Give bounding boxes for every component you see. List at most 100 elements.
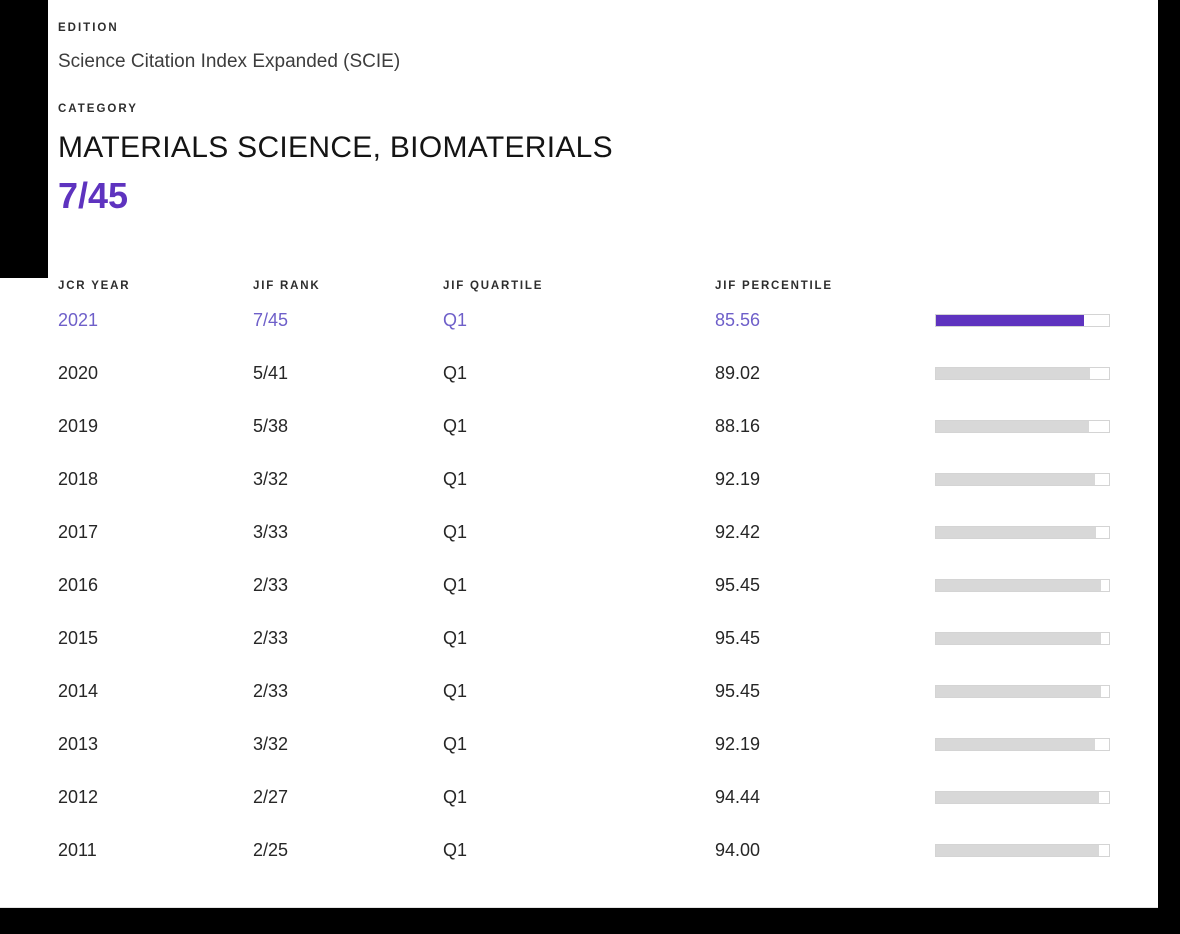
jcr-year-cell: 2013 [58,734,99,754]
letterbox-bottom [0,908,1180,934]
jif-quartile-cell: Q1 [443,522,468,542]
table-row: 2017 3/33 Q1 92.42 [58,506,1158,559]
column-header-jif-quartile: JIF QUARTILE [443,280,544,292]
percentile-bar-fill [936,739,1096,750]
column-header-jcr-year: JCR YEAR [58,280,131,292]
jif-rank-cell: 3/32 [253,469,289,489]
percentile-bar-track [935,367,1110,380]
percentile-bar-fill [936,315,1085,326]
jif-rank-cell: 5/41 [253,363,289,383]
jif-percentile-cell: 95.45 [715,575,761,595]
percentile-bar-track [935,844,1110,857]
percentile-bar-track [935,685,1110,698]
jif-rank-cell: 3/32 [253,734,289,754]
jif-rank-cell: 2/25 [253,840,289,860]
percentile-bar-track [935,526,1110,539]
percentile-bar-cell [935,579,1110,592]
percentile-bar-fill [936,474,1096,485]
table-row: 2016 2/33 Q1 95.45 [58,559,1158,612]
percentile-bar-cell [935,685,1110,698]
jcr-year-cell: 2018 [58,469,99,489]
jcr-year-cell: 2011 [58,840,97,860]
jif-quartile-cell: Q1 [443,363,468,383]
percentile-bar-fill [936,792,1100,803]
jif-quartile-cell: Q1 [443,840,468,860]
table-header: JCR YEAR JIF RANK JIF QUARTILE JIF PERCE… [58,280,1158,292]
jif-rank-cell: 2/33 [253,575,289,595]
jif-percentile-cell: 94.44 [715,787,761,807]
category-rank: 7/45 [58,175,129,216]
jif-quartile-cell: Q1 [443,575,468,595]
jif-quartile-cell: Q1 [443,681,468,701]
jif-rank-cell: 3/33 [253,522,289,542]
percentile-bar-cell [935,791,1110,804]
table-row: 2018 3/32 Q1 92.19 [58,453,1158,506]
percentile-bar-cell [935,526,1110,539]
table-row: 2015 2/33 Q1 95.45 [58,612,1158,665]
percentile-bar-track [935,473,1110,486]
jcr-year-cell: 2020 [58,363,99,383]
jif-rank-cell: 5/38 [253,416,289,436]
percentile-bar-track [935,791,1110,804]
jif-quartile-cell: Q1 [443,469,468,489]
category-title: MATERIALS SCIENCE, BIOMATERIALS [58,131,613,164]
jif-rank-cell: 2/27 [253,787,289,807]
percentile-bar-cell [935,738,1110,751]
percentile-bar-fill [936,527,1096,538]
table-row: 2014 2/33 Q1 95.45 [58,665,1158,718]
jif-quartile-cell: Q1 [443,628,468,648]
jif-percentile-cell: 94.00 [715,840,761,860]
jcr-year-cell: 2017 [58,522,99,542]
percentile-bar-cell [935,844,1110,857]
percentile-bar-cell [935,473,1110,486]
jcr-category-rank-panel: EDITION Science Citation Index Expanded … [58,22,1158,877]
jif-percentile-cell: 95.45 [715,681,761,701]
jcr-year-cell: 2019 [58,416,99,436]
letterbox-left [0,0,48,278]
jif-quartile-cell: Q1 [443,787,468,807]
percentile-bar-track [935,632,1110,645]
percentile-bar-cell [935,314,1110,327]
jcr-year-cell: 2021 [58,310,99,330]
table-row: 2013 3/32 Q1 92.19 [58,718,1158,771]
jif-rank-cell: 2/33 [253,681,289,701]
table-body: 2021 7/45 Q1 85.56 2020 5/41 Q1 89.02 20… [58,294,1158,877]
jcr-year-cell: 2015 [58,628,99,648]
jcr-year-cell: 2016 [58,575,99,595]
jif-percentile-cell: 89.02 [715,363,761,383]
edition-label: EDITION [58,22,119,34]
jif-percentile-cell: 92.42 [715,522,761,542]
percentile-bar-track [935,738,1110,751]
table-row: 2012 2/27 Q1 94.44 [58,771,1158,824]
jif-rank-cell: 2/33 [253,628,289,648]
jif-rank-table: JCR YEAR JIF RANK JIF QUARTILE JIF PERCE… [58,280,1158,877]
percentile-bar-fill [936,421,1089,432]
jcr-year-cell: 2012 [58,787,99,807]
column-header-jif-percentile: JIF PERCENTILE [715,280,833,292]
jif-percentile-cell: 85.56 [715,310,761,330]
percentile-bar-cell [935,367,1110,380]
percentile-bar-track [935,420,1110,433]
percentile-bar-fill [936,845,1099,856]
table-row: 2011 2/25 Q1 94.00 [58,824,1158,877]
table-row: 2021 7/45 Q1 85.56 [58,294,1158,347]
percentile-bar-fill [936,686,1102,697]
table-row: 2020 5/41 Q1 89.02 [58,347,1158,400]
jif-percentile-cell: 92.19 [715,734,761,754]
percentile-bar-track [935,314,1110,327]
percentile-bar-cell [935,420,1110,433]
jif-percentile-cell: 88.16 [715,416,761,436]
percentile-bar-cell [935,632,1110,645]
column-header-jif-rank: JIF RANK [253,280,321,292]
percentile-bar-fill [936,633,1102,644]
percentile-bar-track [935,579,1110,592]
bottom-divider [0,907,1158,908]
edition-value: Science Citation Index Expanded (SCIE) [58,51,401,72]
letterbox-right [1158,0,1180,934]
jif-quartile-cell: Q1 [443,310,468,330]
jif-rank-cell: 7/45 [253,310,289,330]
percentile-bar-fill [936,580,1102,591]
percentile-bar-fill [936,368,1090,379]
jif-percentile-cell: 92.19 [715,469,761,489]
